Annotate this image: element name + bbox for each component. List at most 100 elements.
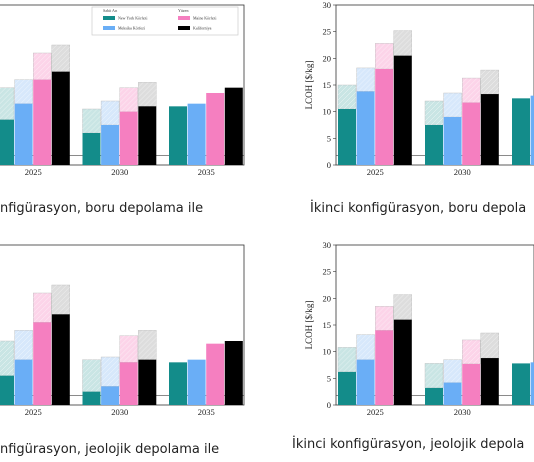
bar [443, 117, 462, 165]
hatch-lines [375, 43, 394, 70]
x-tick-label: 2025 [367, 407, 384, 417]
y-tick-label: 0 [327, 160, 331, 170]
x-tick-label: 2025 [367, 167, 384, 177]
caption-bottom-left: nfigürasyon, jeolojik depolama ile [0, 442, 220, 457]
bar [338, 109, 356, 165]
bar [393, 55, 412, 165]
legend-item-ny: New York Körfezi [118, 16, 148, 21]
bar [0, 375, 14, 405]
x-tick-label: 2030 [454, 167, 471, 177]
legend-swatch-mid [103, 26, 115, 30]
y-tick-label: 20 [323, 293, 332, 303]
bar [0, 119, 14, 165]
hatch-lines [82, 108, 101, 134]
bar [393, 319, 412, 405]
bar [33, 322, 52, 405]
y-tick-label: 20 [323, 53, 332, 63]
legend-item-maine: Maine Körfezi [193, 16, 217, 21]
bar [338, 371, 356, 405]
plot-area: 202520302035051015202530LCOH [$/kg] [304, 0, 534, 177]
x-tick-label: 2030 [111, 167, 128, 177]
bar-uncertainty [0, 340, 15, 376]
hatch-lines [443, 92, 462, 118]
hatch-lines [82, 359, 101, 392]
bar [224, 87, 243, 165]
bar [169, 362, 187, 405]
y-tick-label: 25 [323, 27, 332, 37]
x-tick-label: 2025 [25, 407, 42, 417]
x-tick-label: 2035 [198, 167, 215, 177]
bar [101, 125, 120, 165]
bar-uncertainty [0, 87, 15, 120]
legend-header-left: Sabit Arı [103, 8, 118, 13]
bar [530, 95, 534, 165]
bar [375, 330, 394, 405]
legend-swatch-ny [103, 16, 115, 20]
legend-swatch-maine [178, 16, 190, 20]
chart-bottom-right: 202520302035051015202530LCOH [$/kg] [304, 240, 534, 417]
bar [82, 133, 101, 165]
bar [51, 71, 70, 165]
hatch-lines [356, 67, 375, 92]
y-tick-label: 25 [323, 267, 332, 277]
bar [138, 106, 157, 165]
hatch-lines [0, 340, 15, 376]
hatch-lines [138, 330, 157, 360]
hatch-lines [393, 294, 412, 320]
caption-top-left: nfigürasyon, boru depolama ile [0, 201, 204, 216]
y-tick-label: 5 [327, 133, 331, 143]
y-tick-label: 10 [323, 347, 332, 357]
bar-uncertainty [119, 335, 138, 363]
plot-area: 2025 2030 2035 [0, 4, 245, 177]
hatch-lines [337, 347, 357, 373]
hatch-lines [33, 52, 52, 80]
hatch-lines [480, 69, 499, 95]
bar [425, 125, 443, 165]
y-tick-label: 10 [323, 107, 332, 117]
chart-top-right: 202520302035051015202530LCOH [$/kg] [304, 0, 534, 177]
y-tick-label: 15 [323, 320, 332, 330]
chart-bottom-left: 2025 2030 2035 [0, 244, 245, 417]
bar [101, 386, 120, 405]
hatch-lines [337, 84, 357, 110]
legend-item-kal: Kaliforniya [193, 26, 212, 31]
bar [187, 359, 206, 405]
hatch-lines [100, 100, 120, 126]
x-tick-label: 2035 [198, 407, 215, 417]
hatch-lines [14, 79, 33, 104]
bar [187, 103, 206, 165]
hatch-lines [375, 306, 394, 331]
caption-top-right: İkinci konfigürasyon, boru depola [310, 201, 527, 216]
legend-item-mid: Meksika Körfezi [118, 26, 146, 31]
hatch-lines [424, 363, 444, 389]
bar [512, 98, 530, 165]
x-tick-label: 2025 [25, 167, 42, 177]
bar [425, 387, 443, 405]
plot-area: 202520302035051015202530LCOH [$/kg] [304, 240, 534, 417]
hatch-lines [462, 77, 481, 103]
bar [480, 358, 499, 405]
bar-uncertainty [33, 52, 52, 80]
bar [375, 69, 394, 165]
bar [206, 343, 225, 405]
hatch-lines [119, 335, 138, 363]
hatch-lines [51, 44, 70, 72]
hatch-lines [480, 332, 499, 359]
bar [51, 314, 70, 405]
bar-uncertainty [374, 43, 394, 70]
hatch-lines [462, 339, 481, 365]
hatch-lines [393, 30, 412, 56]
bar [206, 93, 225, 165]
bar [462, 102, 481, 165]
chart-top-left: 2025 2030 2035 Sabit Arı Yüzen New York Kö… [0, 4, 245, 177]
bar [480, 94, 499, 165]
y-tick-label: 30 [323, 240, 332, 250]
hatch-lines [0, 87, 15, 120]
hatch-lines [119, 87, 138, 112]
bar [356, 359, 375, 405]
bar [462, 363, 481, 405]
hatch-lines [443, 359, 462, 383]
bar [224, 341, 243, 405]
hatch-lines [424, 100, 444, 126]
y-tick-label: 30 [323, 0, 332, 10]
